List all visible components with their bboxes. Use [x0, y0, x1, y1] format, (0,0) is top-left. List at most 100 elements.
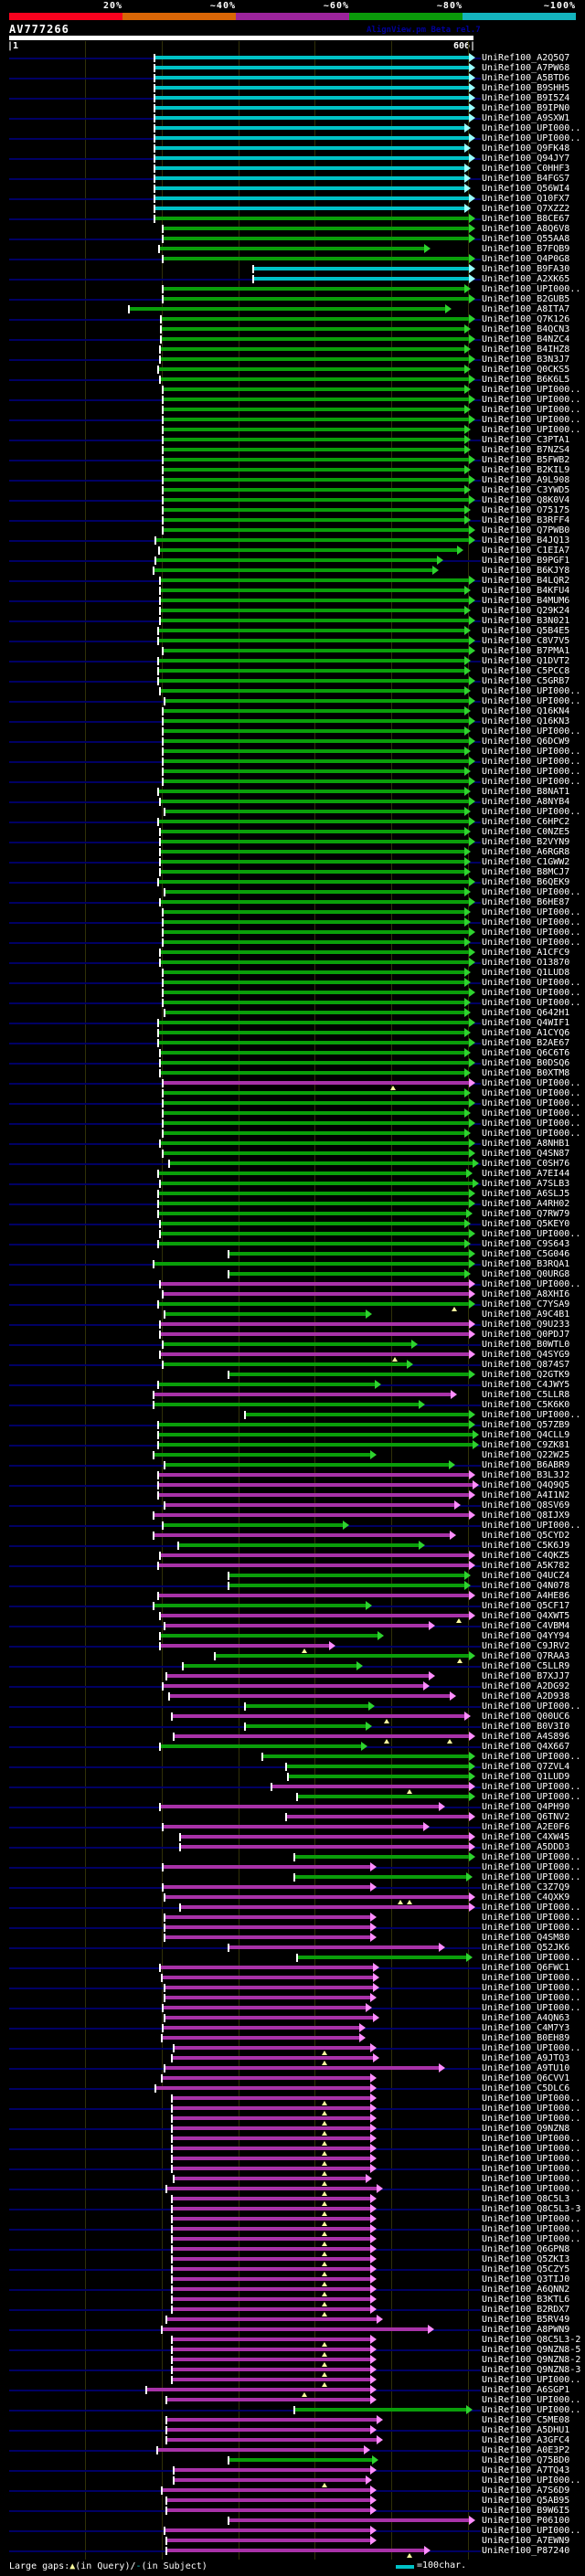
hit-bar[interactable]: [179, 1905, 469, 1909]
hit-bar[interactable]: [160, 347, 464, 351]
hit-bar[interactable]: [171, 2116, 370, 2120]
hit-label[interactable]: UniRef100_B4FGS7: [482, 174, 570, 184]
hit-bar[interactable]: [171, 2247, 370, 2251]
hit-bar[interactable]: [174, 2478, 366, 2482]
hit-bar[interactable]: [158, 629, 464, 632]
hit-bar[interactable]: [161, 2076, 370, 2080]
hit-label[interactable]: UniRef100_A5BTD6: [482, 73, 570, 83]
hit-label[interactable]: UniRef100_A2D938: [482, 1691, 570, 1701]
hit-label[interactable]: UniRef100_C4QXK9: [482, 1892, 570, 1903]
hit-bar[interactable]: [165, 2187, 377, 2190]
hit-label[interactable]: UniRef100_B7NZS4: [482, 445, 570, 455]
hit-bar[interactable]: [165, 1011, 464, 1014]
hit-label[interactable]: UniRef100_C3PTA1: [482, 435, 570, 445]
hit-label[interactable]: UniRef100_B9SHH5: [482, 83, 570, 93]
hit-label[interactable]: UniRef100_Q4SN87: [482, 1149, 570, 1159]
hit-bar[interactable]: [165, 2066, 440, 2070]
hit-label[interactable]: UniRef100_Q9FK48: [482, 143, 570, 154]
hit-label[interactable]: UniRef100_B6KJY8: [482, 566, 570, 576]
hit-bar[interactable]: [165, 1503, 455, 1507]
hit-label[interactable]: UniRef100_Q9NZN8-5: [482, 2345, 581, 2355]
hit-label[interactable]: UniRef100_UPI000..: [482, 1953, 581, 1963]
hit-label[interactable]: UniRef100_UPI000..: [482, 767, 581, 777]
hit-label[interactable]: UniRef100_C4M7Y3: [482, 2023, 570, 2033]
hit-bar[interactable]: [165, 1986, 374, 1989]
hit-bar[interactable]: [214, 1654, 469, 1658]
hit-label[interactable]: UniRef100_A5DDD3: [482, 1842, 570, 1852]
hit-label[interactable]: UniRef100_Q4WIF1: [482, 1018, 570, 1028]
hit-bar[interactable]: [183, 1664, 356, 1668]
hit-bar[interactable]: [160, 1182, 473, 1185]
hit-bar[interactable]: [162, 227, 469, 230]
hit-bar[interactable]: [160, 1614, 469, 1617]
hit-label[interactable]: UniRef100_C5LLR9: [482, 1661, 570, 1671]
hit-label[interactable]: UniRef100_Q29K24: [482, 606, 570, 616]
hit-bar[interactable]: [162, 1131, 464, 1135]
hit-bar[interactable]: [171, 2126, 370, 2130]
hit-label[interactable]: UniRef100_A0E3P2: [482, 2445, 570, 2455]
hit-bar[interactable]: [160, 1322, 469, 1326]
hit-bar[interactable]: [162, 970, 464, 974]
hit-bar[interactable]: [158, 669, 464, 673]
hit-label[interactable]: UniRef100_Q4UCZ4: [482, 1571, 570, 1581]
hit-label[interactable]: UniRef100_UPI000..: [482, 2043, 581, 2053]
hit-label[interactable]: UniRef100_Q5CYD2: [482, 1531, 570, 1541]
hit-label[interactable]: UniRef100_C4QKZ5: [482, 1551, 570, 1561]
hit-bar[interactable]: [162, 297, 469, 301]
hit-bar[interactable]: [162, 1111, 464, 1115]
hit-label[interactable]: UniRef100_UPI000..: [482, 2526, 581, 2536]
hit-bar[interactable]: [165, 1996, 370, 1999]
hit-bar[interactable]: [158, 1483, 473, 1487]
hit-bar[interactable]: [160, 1332, 469, 1336]
hit-label[interactable]: UniRef100_UPI000..: [482, 133, 581, 143]
hit-bar[interactable]: [171, 2358, 370, 2361]
hit-bar[interactable]: [162, 759, 469, 763]
hit-bar[interactable]: [154, 116, 469, 120]
hit-label[interactable]: UniRef100_UPI000..: [482, 1792, 581, 1802]
hit-bar[interactable]: [160, 800, 469, 803]
hit-label[interactable]: UniRef100_Q10FX7: [482, 194, 570, 204]
hit-label[interactable]: UniRef100_B0DSQ6: [482, 1058, 570, 1068]
hit-label[interactable]: UniRef100_B9I5Z4: [482, 93, 570, 103]
hit-bar[interactable]: [293, 1875, 466, 1879]
hit-bar[interactable]: [293, 2408, 466, 2412]
hit-label[interactable]: UniRef100_UPI000..: [482, 1098, 581, 1108]
hit-bar[interactable]: [158, 1473, 469, 1477]
hit-bar[interactable]: [158, 1192, 469, 1195]
hit-bar[interactable]: [178, 1543, 419, 1547]
hit-label[interactable]: UniRef100_Q1LUD8: [482, 968, 570, 978]
hit-label[interactable]: UniRef100_A8NHB1: [482, 1139, 570, 1149]
hit-label[interactable]: UniRef100_UPI000..: [482, 2174, 581, 2184]
hit-bar[interactable]: [162, 719, 469, 723]
hit-bar[interactable]: [154, 136, 469, 140]
hit-bar[interactable]: [160, 1966, 374, 1969]
hit-label[interactable]: UniRef100_A8NYB4: [482, 797, 570, 807]
hit-label[interactable]: UniRef100_B9FA30: [482, 264, 570, 274]
hit-label[interactable]: UniRef100_Q3TIJ0: [482, 2274, 570, 2284]
hit-bar[interactable]: [162, 1091, 464, 1095]
hit-bar[interactable]: [162, 1865, 370, 1869]
hit-label[interactable]: UniRef100_Q7RAA3: [482, 1651, 570, 1661]
hit-bar[interactable]: [158, 1443, 473, 1447]
hit-bar[interactable]: [158, 1021, 469, 1024]
hit-label[interactable]: UniRef100_B2VYN9: [482, 837, 570, 847]
hit-label[interactable]: UniRef100_Q55AA8: [482, 234, 570, 244]
hit-bar[interactable]: [158, 1041, 469, 1044]
hit-bar[interactable]: [171, 2287, 370, 2291]
hit-label[interactable]: UniRef100_B3RFF4: [482, 515, 570, 525]
hit-bar[interactable]: [228, 1272, 464, 1276]
hit-bar[interactable]: [165, 2508, 370, 2512]
hit-label[interactable]: UniRef100_B8NAT1: [482, 787, 570, 797]
hit-label[interactable]: UniRef100_UPI000..: [482, 1852, 581, 1862]
hit-label[interactable]: UniRef100_A4S896: [482, 1732, 570, 1742]
hit-label[interactable]: UniRef100_A8Q6V8: [482, 224, 570, 234]
hit-bar[interactable]: [155, 538, 469, 542]
hit-bar[interactable]: [165, 2539, 370, 2542]
hit-label[interactable]: UniRef100_UPI000..: [482, 1923, 581, 1933]
hit-label[interactable]: UniRef100_Q16KN4: [482, 706, 570, 716]
hit-label[interactable]: UniRef100_UPI000..: [482, 1129, 581, 1139]
hit-bar[interactable]: [162, 779, 469, 783]
hit-bar[interactable]: [162, 1825, 423, 1829]
hit-label[interactable]: UniRef100_C4XW45: [482, 1832, 570, 1842]
hit-label[interactable]: UniRef100_B7PMA1: [482, 646, 570, 656]
